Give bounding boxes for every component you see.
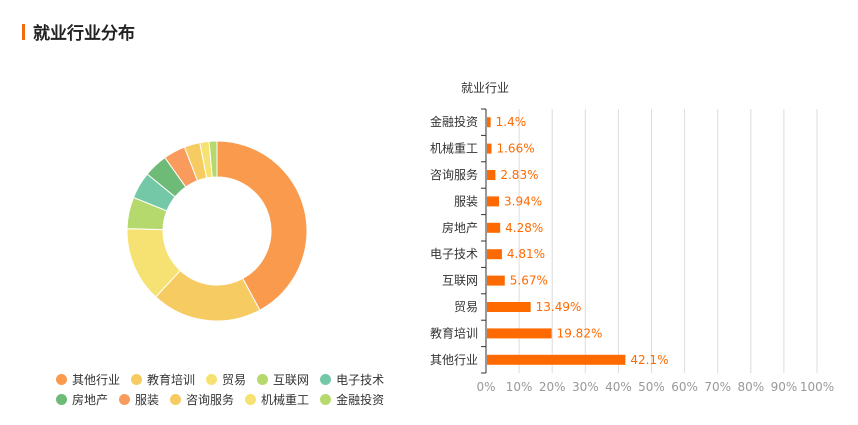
- legend-label: 互联网: [273, 372, 310, 387]
- x-tick-label: 50%: [638, 380, 665, 394]
- bar-value-label: 3.94%: [504, 194, 542, 208]
- x-tick-label: 70%: [704, 380, 731, 394]
- donut-legend: 其他行业 教育培训 贸易 互联网 电子技术 房地产 服装 咨询服务 机械重工 金融投资: [56, 369, 436, 409]
- y-category-label: 电子技术: [430, 247, 478, 261]
- donut-slice-1[interactable]: [216, 140, 308, 311]
- bar-value-label: 4.28%: [505, 221, 543, 235]
- bar-value-label: 4.81%: [507, 247, 545, 261]
- legend-label: 服装: [135, 392, 160, 407]
- legend-label: 教育培训: [147, 372, 196, 387]
- legend-item[interactable]: 服装: [119, 391, 159, 408]
- y-category-label: 其他行业: [430, 353, 478, 367]
- legend-dot-icon: [257, 373, 269, 385]
- x-tick-label: 0%: [476, 380, 495, 394]
- legend-item[interactable]: 教育培训: [131, 371, 195, 388]
- legend-item[interactable]: 其他行业: [56, 371, 120, 388]
- bar-value-label: 1.4%: [496, 115, 527, 129]
- bar[interactable]: [487, 196, 500, 207]
- bar-chart-title: 就业行业: [461, 81, 509, 95]
- x-tick-label: 20%: [539, 380, 566, 394]
- title-accent-bar: [22, 24, 25, 40]
- legend-dot-icon: [131, 373, 143, 385]
- legend-item[interactable]: 机械重工: [245, 391, 309, 408]
- y-category-label: 教育培训: [430, 325, 478, 340]
- legend-dot-icon: [206, 373, 218, 385]
- legend-dot-icon: [56, 373, 67, 385]
- y-category-label: 咨询服务: [430, 167, 478, 182]
- legend-label: 贸易: [222, 372, 247, 387]
- legend-item[interactable]: 互联网: [257, 371, 309, 388]
- legend-dot-icon: [56, 393, 67, 405]
- x-tick-label: 40%: [605, 380, 632, 394]
- legend-item[interactable]: 咨询服务: [170, 391, 234, 408]
- y-category-label: 贸易: [454, 300, 478, 314]
- bar-value-label: 5.67%: [510, 274, 548, 288]
- y-category-label: 房地产: [442, 220, 478, 235]
- y-category-label: 互联网: [442, 274, 478, 288]
- legend-label: 咨询服务: [186, 392, 235, 407]
- legend-dot-icon: [245, 393, 257, 405]
- bar[interactable]: [487, 143, 492, 154]
- legend-label: 电子技术: [336, 372, 385, 387]
- legend-row: 房地产 服装 咨询服务 机械重工 金融投资: [56, 389, 436, 409]
- x-tick-label: 90%: [771, 380, 798, 394]
- bar[interactable]: [487, 222, 501, 233]
- legend-item[interactable]: 贸易: [206, 371, 246, 388]
- bar[interactable]: [487, 170, 496, 180]
- legend-item[interactable]: 房地产: [56, 391, 108, 408]
- legend-label: 机械重工: [261, 392, 310, 407]
- legend-dot-icon: [170, 393, 182, 405]
- bar[interactable]: [487, 249, 502, 260]
- y-category-label: 机械重工: [430, 141, 478, 156]
- bar[interactable]: [487, 302, 531, 312]
- bar-value-label: 1.66%: [496, 142, 534, 156]
- bar-value-label: 19.82%: [557, 326, 603, 340]
- legend-dot-icon: [320, 373, 332, 385]
- donut-slice-10[interactable]: [208, 140, 218, 178]
- bar-value-label: 13.49%: [536, 300, 582, 314]
- legend-row: 其他行业 教育培训 贸易 互联网 电子技术: [56, 369, 436, 389]
- legend-label: 其他行业: [72, 372, 121, 387]
- x-tick-label: 100%: [800, 380, 834, 394]
- legend-dot-icon: [320, 393, 332, 405]
- bar[interactable]: [487, 328, 552, 339]
- x-tick-label: 60%: [671, 380, 698, 394]
- page-title: 就业行业分布: [33, 24, 135, 44]
- legend-item[interactable]: 金融投资: [320, 391, 384, 408]
- x-tick-label: 30%: [572, 380, 599, 394]
- bar-value-label: 42.1%: [630, 353, 668, 367]
- y-category-label: 金融投资: [430, 114, 478, 129]
- bar[interactable]: [487, 354, 626, 365]
- bar[interactable]: [487, 275, 505, 286]
- x-tick-label: 10%: [506, 380, 533, 394]
- legend-dot-icon: [119, 393, 131, 405]
- legend-label: 房地产: [72, 392, 109, 407]
- x-tick-label: 80%: [737, 380, 764, 394]
- bar-value-label: 2.83%: [500, 168, 538, 182]
- y-category-label: 服装: [454, 194, 478, 208]
- bar[interactable]: [487, 117, 491, 128]
- legend-label: 金融投资: [336, 392, 385, 407]
- legend-item[interactable]: 电子技术: [320, 371, 384, 388]
